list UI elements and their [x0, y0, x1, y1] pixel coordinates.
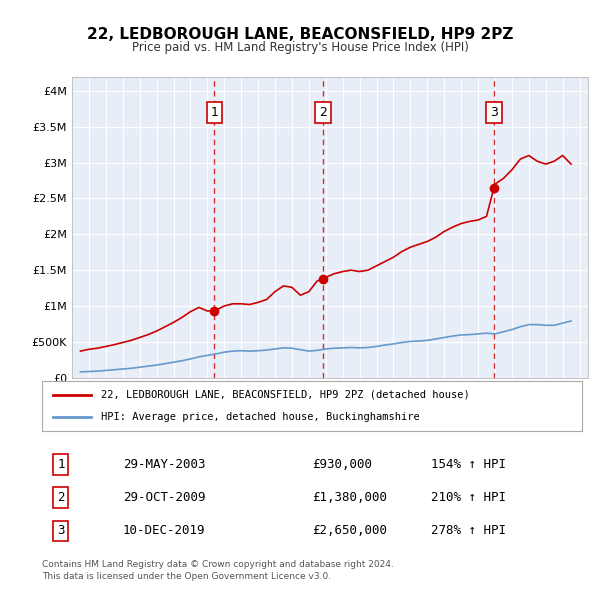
Text: 3: 3: [490, 106, 498, 119]
Text: 22, LEDBOROUGH LANE, BEACONSFIELD, HP9 2PZ: 22, LEDBOROUGH LANE, BEACONSFIELD, HP9 2…: [87, 27, 513, 41]
Text: 2: 2: [319, 106, 327, 119]
Text: 1: 1: [57, 458, 65, 471]
Text: £1,380,000: £1,380,000: [312, 491, 387, 504]
Text: 22, LEDBOROUGH LANE, BEACONSFIELD, HP9 2PZ (detached house): 22, LEDBOROUGH LANE, BEACONSFIELD, HP9 2…: [101, 389, 470, 399]
Text: 2: 2: [57, 491, 65, 504]
Text: This data is licensed under the Open Government Licence v3.0.: This data is licensed under the Open Gov…: [42, 572, 331, 581]
Text: Contains HM Land Registry data © Crown copyright and database right 2024.: Contains HM Land Registry data © Crown c…: [42, 560, 394, 569]
Text: Price paid vs. HM Land Registry's House Price Index (HPI): Price paid vs. HM Land Registry's House …: [131, 41, 469, 54]
Text: £930,000: £930,000: [312, 458, 372, 471]
Text: 29-MAY-2003: 29-MAY-2003: [123, 458, 205, 471]
Text: 10-DEC-2019: 10-DEC-2019: [123, 525, 205, 537]
Text: 210% ↑ HPI: 210% ↑ HPI: [431, 491, 506, 504]
Text: 29-OCT-2009: 29-OCT-2009: [123, 491, 205, 504]
Text: £2,650,000: £2,650,000: [312, 525, 387, 537]
Text: HPI: Average price, detached house, Buckinghamshire: HPI: Average price, detached house, Buck…: [101, 412, 420, 422]
Text: 3: 3: [57, 525, 65, 537]
Text: 278% ↑ HPI: 278% ↑ HPI: [431, 525, 506, 537]
Text: 1: 1: [211, 106, 218, 119]
Text: 154% ↑ HPI: 154% ↑ HPI: [431, 458, 506, 471]
